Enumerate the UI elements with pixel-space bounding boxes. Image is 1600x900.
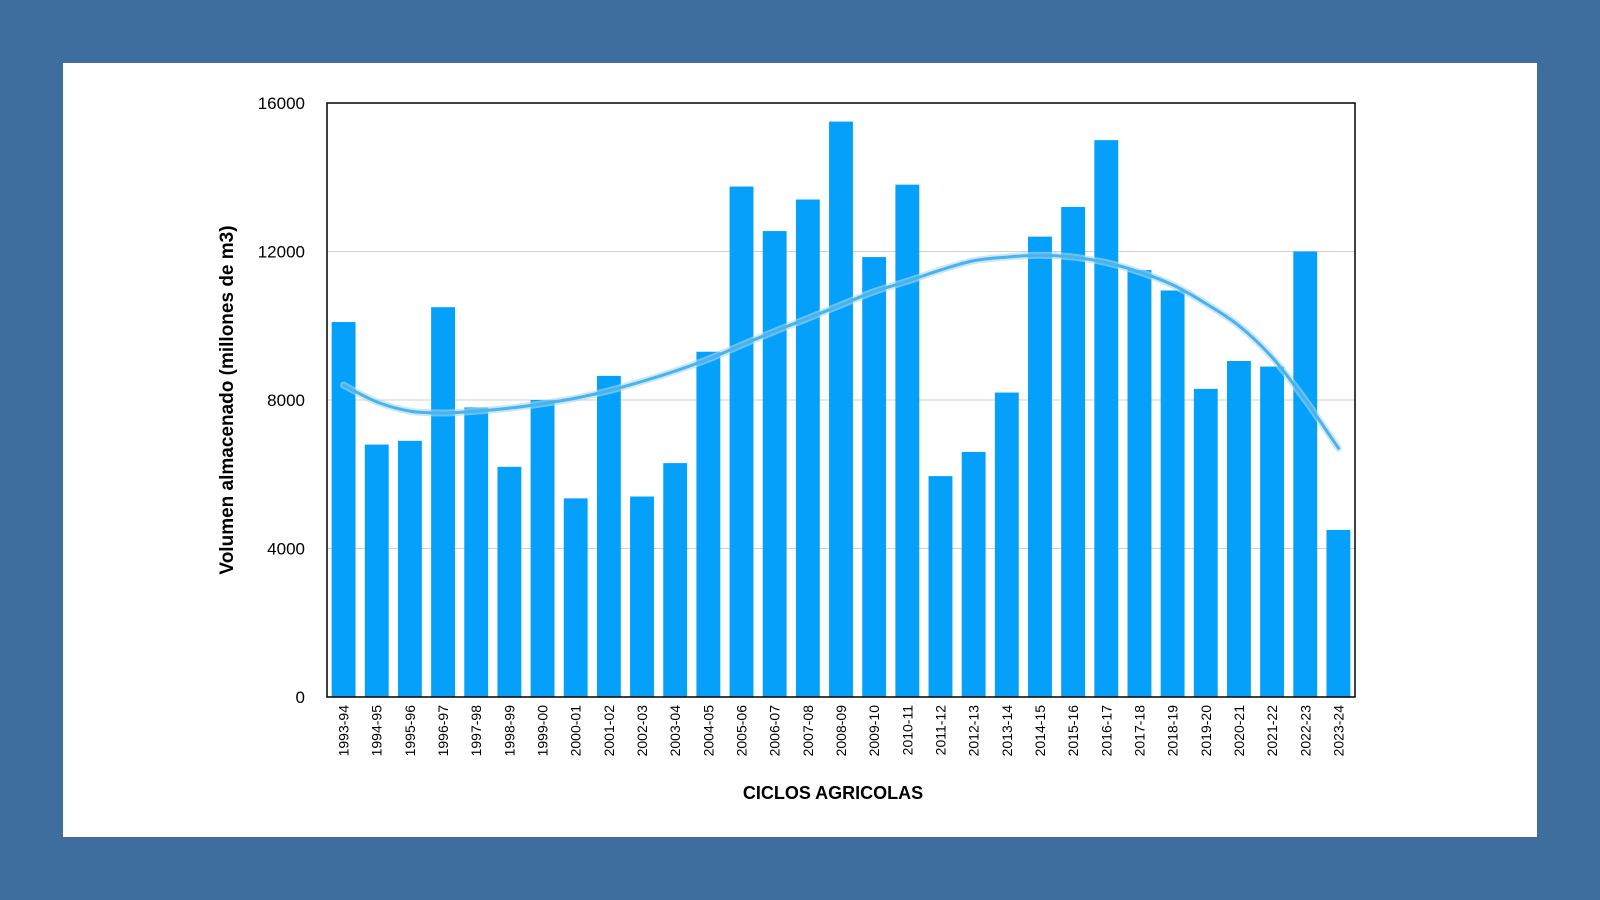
bar-2000-01 — [563, 498, 588, 697]
bar-2023-24 — [1326, 529, 1351, 697]
bar-2013-14 — [994, 392, 1019, 697]
x-tick-label: 2002-03 — [634, 705, 650, 757]
bar-2014-15 — [1028, 236, 1052, 697]
bar-2019-20 — [1193, 388, 1218, 697]
x-tick-label: 2023-24 — [1330, 705, 1346, 757]
y-tick-label: 16000 — [258, 94, 305, 113]
x-tick-label: 2017-18 — [1131, 705, 1147, 757]
plot-frame — [326, 102, 1356, 698]
x-tick-label: 1996-97 — [435, 705, 451, 757]
x-tick-label: 1994-95 — [369, 705, 385, 757]
x-tick-label: 2009-10 — [866, 705, 882, 757]
bar-2008-09 — [829, 121, 853, 697]
x-tick-label: 2006-07 — [767, 705, 783, 757]
trendline — [340, 251, 1342, 452]
bar-2009-10 — [862, 257, 887, 697]
x-tick-label: 2015-16 — [1065, 705, 1081, 757]
x-tick-label: 2011-12 — [932, 705, 948, 756]
x-tick-label: 2003-04 — [667, 705, 683, 757]
bar-2016-17 — [1094, 140, 1119, 697]
x-tick-label: 2010-11 — [899, 705, 915, 756]
trendline-curve — [342, 253, 1340, 450]
x-tick-label: 2000-01 — [568, 705, 584, 757]
bar-2011-12 — [928, 476, 953, 697]
bar-2005-06 — [729, 186, 754, 697]
x-tick-label: 2013-14 — [999, 705, 1015, 757]
x-tick-label: 2004-05 — [700, 705, 716, 757]
x-tick-label: 2019-20 — [1198, 705, 1214, 757]
bar-2017-18 — [1127, 270, 1152, 697]
x-tick-label: 2008-09 — [833, 705, 849, 757]
bar-2003-04 — [663, 463, 688, 697]
bar-chart: 0 4000 8000 12000 16000 1993-94 1994-95 1995-9… — [217, 94, 1356, 803]
bar-1998-99 — [497, 466, 522, 697]
bars — [331, 121, 1351, 698]
bar-2012-13 — [961, 451, 986, 697]
bar-2002-03 — [630, 496, 654, 697]
x-tick-label: 1995-96 — [402, 705, 418, 757]
x-tick-label: 2016-17 — [1098, 705, 1114, 757]
y-axis-ticks: 0 4000 8000 12000 16000 — [258, 94, 305, 707]
bar-2006-07 — [762, 231, 787, 698]
bar-1993-94 — [331, 322, 356, 697]
bar-2007-08 — [795, 199, 820, 697]
bar-2001-02 — [596, 375, 621, 697]
bar-1995-96 — [397, 440, 422, 697]
bar-1994-95 — [364, 444, 389, 697]
y-tick-label: 8000 — [267, 391, 305, 410]
x-tick-label: 2001-02 — [601, 705, 617, 757]
y-axis-title: Volumen almacenado (millones de m3) — [217, 225, 238, 574]
bar-1996-97 — [431, 307, 456, 697]
x-tick-label: 1999-00 — [535, 705, 551, 757]
bar-1999-00 — [530, 400, 555, 697]
bar-2004-05 — [696, 351, 721, 697]
bar-1997-98 — [464, 407, 489, 697]
x-tick-label: 2005-06 — [734, 705, 750, 757]
x-tick-label: 2021-22 — [1264, 705, 1280, 757]
bar-2020-21 — [1226, 361, 1251, 697]
bar-2022-23 — [1293, 251, 1318, 697]
x-axis-ticks: 1993-94 1994-95 1995-96 1996-97 1997-98 1998-… — [336, 705, 1347, 757]
x-tick-label: 2014-15 — [1032, 705, 1048, 757]
y-tick-label: 0 — [296, 688, 305, 707]
bar-2015-16 — [1061, 206, 1086, 697]
bar-2018-19 — [1160, 290, 1185, 697]
x-tick-label: 2007-08 — [800, 705, 816, 757]
chart-card: 0 4000 8000 12000 16000 1993-94 1994-95 1995-9… — [63, 63, 1537, 837]
bar-2021-22 — [1260, 366, 1285, 697]
x-tick-label: 2022-23 — [1297, 705, 1313, 757]
x-tick-label: 1993-94 — [336, 705, 352, 757]
x-tick-label: 2012-13 — [966, 705, 982, 757]
x-tick-label: 2018-19 — [1165, 705, 1181, 757]
y-tick-label: 4000 — [267, 540, 305, 559]
x-tick-label: 2020-21 — [1231, 705, 1247, 757]
x-axis-title: CICLOS AGRICOLAS — [743, 783, 923, 803]
y-tick-label: 12000 — [258, 243, 305, 262]
x-tick-label: 1998-99 — [501, 705, 517, 757]
x-tick-label: 1997-98 — [468, 705, 484, 757]
bar-2010-11 — [895, 184, 920, 698]
